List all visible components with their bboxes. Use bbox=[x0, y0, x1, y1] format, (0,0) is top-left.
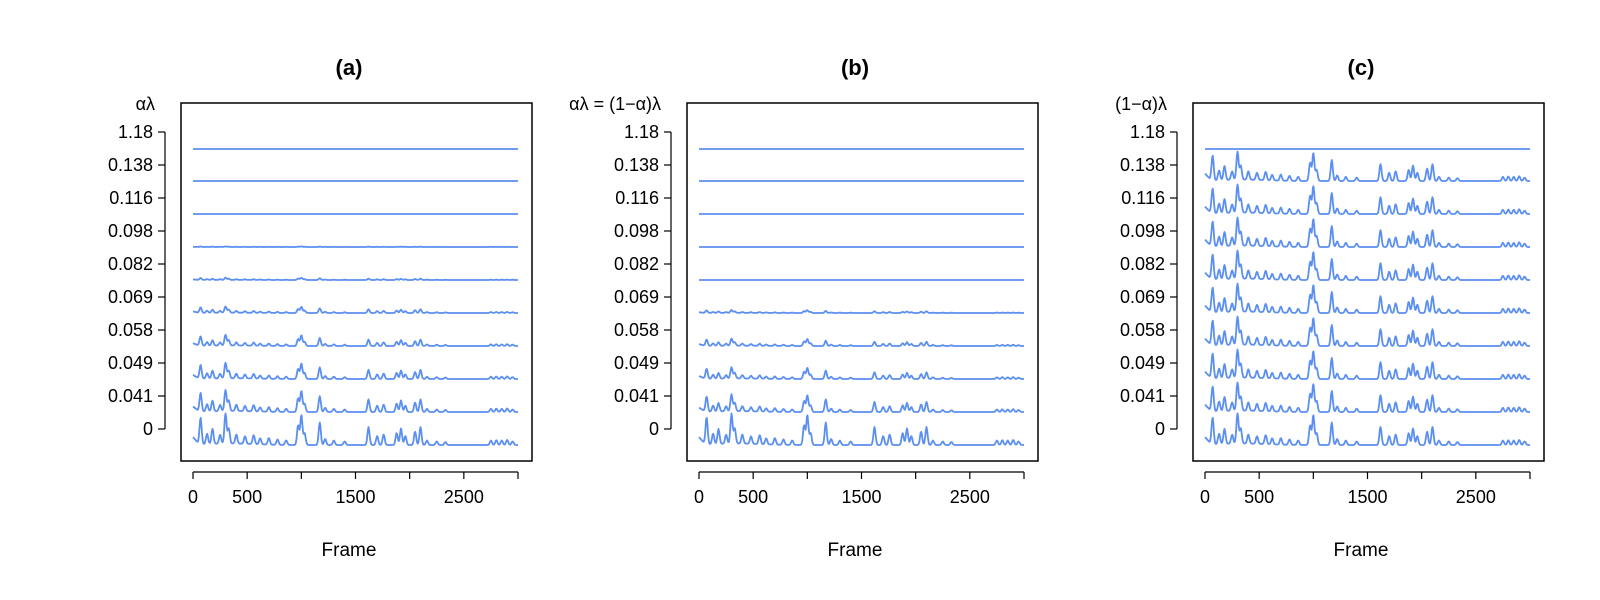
panel-3: (c) (1−α)λ 0 0.041 0.049 0.058 0.069 0.082 0.098… bbox=[1115, 55, 1545, 561]
y-tick-label: 0.116 bbox=[615, 188, 659, 208]
y-tick-label: 0.041 bbox=[108, 386, 153, 406]
y-tick-label: 0 bbox=[649, 419, 659, 439]
series-line-2 bbox=[1204, 381, 1531, 413]
series-line-7 bbox=[192, 245, 519, 248]
x-tick-label: 500 bbox=[738, 487, 768, 507]
y-tick-label: 0.069 bbox=[108, 287, 153, 307]
y-tick-label: 1.18 bbox=[624, 122, 659, 142]
plot-frame bbox=[1192, 102, 1545, 462]
x-axis-label: Frame bbox=[322, 540, 377, 561]
y-tick-label: 0.116 bbox=[1121, 188, 1165, 208]
y-tick-label: 1.18 bbox=[118, 122, 153, 142]
x-axis-label: Frame bbox=[828, 540, 883, 561]
series-line-4 bbox=[698, 337, 1025, 347]
y-tick-label: 0.098 bbox=[1120, 221, 1165, 241]
series-line-1 bbox=[1204, 412, 1531, 446]
x-tick-label: 0 bbox=[188, 487, 198, 507]
series-line-3 bbox=[192, 361, 519, 380]
x-tick-label: 2500 bbox=[1456, 487, 1496, 507]
y-tick-label: 0.058 bbox=[1120, 320, 1165, 340]
panel-1: (a) αλ 0 0.041 0.049 0.058 0.069 0.082 0.098 0.11… bbox=[108, 55, 533, 561]
x-tick-label: 1500 bbox=[1347, 487, 1387, 507]
series-line-3 bbox=[698, 366, 1025, 380]
y-tick-label: 0.098 bbox=[614, 221, 659, 241]
y-tick-label: 0.041 bbox=[614, 386, 659, 406]
series-line-5 bbox=[698, 309, 1025, 314]
y-tick-label: 0.138 bbox=[108, 155, 153, 175]
y-axis-label: αλ = (1−α)λ bbox=[569, 94, 661, 114]
series-line-5 bbox=[192, 305, 519, 314]
y-tick-label: 0.049 bbox=[108, 353, 153, 373]
series-line-5 bbox=[1204, 282, 1531, 314]
panel-title: (a) bbox=[336, 55, 363, 80]
series-line-7 bbox=[1204, 216, 1531, 248]
y-axis-label: (1−α)λ bbox=[1115, 94, 1167, 114]
x-tick-label: 500 bbox=[232, 487, 262, 507]
y-tick-label: 1.18 bbox=[1130, 122, 1165, 142]
y-tick-label: 0.049 bbox=[1120, 353, 1165, 373]
panel-title: (c) bbox=[1348, 55, 1375, 80]
x-tick-label: 0 bbox=[694, 487, 704, 507]
panel-2: (b) αλ = (1−α)λ 0 0.041 0.049 0.058 0.069 0.082… bbox=[569, 55, 1039, 561]
y-tick-label: 0.116 bbox=[109, 188, 153, 208]
series-line-8 bbox=[1204, 183, 1531, 215]
y-tick-label: 0.082 bbox=[108, 254, 153, 274]
x-tick-label: 0 bbox=[1200, 487, 1210, 507]
x-tick-label: 1500 bbox=[841, 487, 881, 507]
plot-frame bbox=[686, 102, 1039, 462]
y-tick-label: 0.082 bbox=[1120, 254, 1165, 274]
x-axis-label: Frame bbox=[1334, 540, 1389, 561]
series-line-2 bbox=[698, 393, 1025, 413]
y-tick-label: 0.058 bbox=[614, 320, 659, 340]
y-tick-label: 0.058 bbox=[108, 320, 153, 340]
y-tick-label: 0 bbox=[143, 419, 153, 439]
series-line-4 bbox=[1204, 315, 1531, 347]
series-line-2 bbox=[192, 389, 519, 413]
y-tick-label: 0.041 bbox=[1120, 386, 1165, 406]
y-tick-label: 0.138 bbox=[614, 155, 659, 175]
x-tick-label: 1500 bbox=[335, 487, 375, 507]
series-line-6 bbox=[1204, 249, 1531, 281]
y-tick-label: 0.049 bbox=[614, 353, 659, 373]
series-line-9 bbox=[1204, 150, 1531, 182]
series-line-3 bbox=[1204, 348, 1531, 380]
series-line-4 bbox=[192, 333, 519, 347]
y-tick-label: 0.069 bbox=[1120, 287, 1165, 307]
plot-frame bbox=[180, 102, 533, 462]
y-tick-label: 0.138 bbox=[1120, 155, 1165, 175]
x-tick-label: 2500 bbox=[950, 487, 990, 507]
x-tick-label: 500 bbox=[1244, 487, 1274, 507]
x-tick-label: 2500 bbox=[444, 487, 484, 507]
series-line-1 bbox=[698, 412, 1025, 446]
panel-title: (b) bbox=[841, 55, 869, 80]
series-line-1 bbox=[192, 412, 519, 446]
y-axis-label: αλ bbox=[136, 94, 155, 114]
y-tick-label: 0.069 bbox=[614, 287, 659, 307]
series-line-6 bbox=[192, 276, 519, 281]
y-tick-label: 0 bbox=[1155, 419, 1165, 439]
y-tick-label: 0.098 bbox=[108, 221, 153, 241]
y-tick-label: 0.082 bbox=[614, 254, 659, 274]
